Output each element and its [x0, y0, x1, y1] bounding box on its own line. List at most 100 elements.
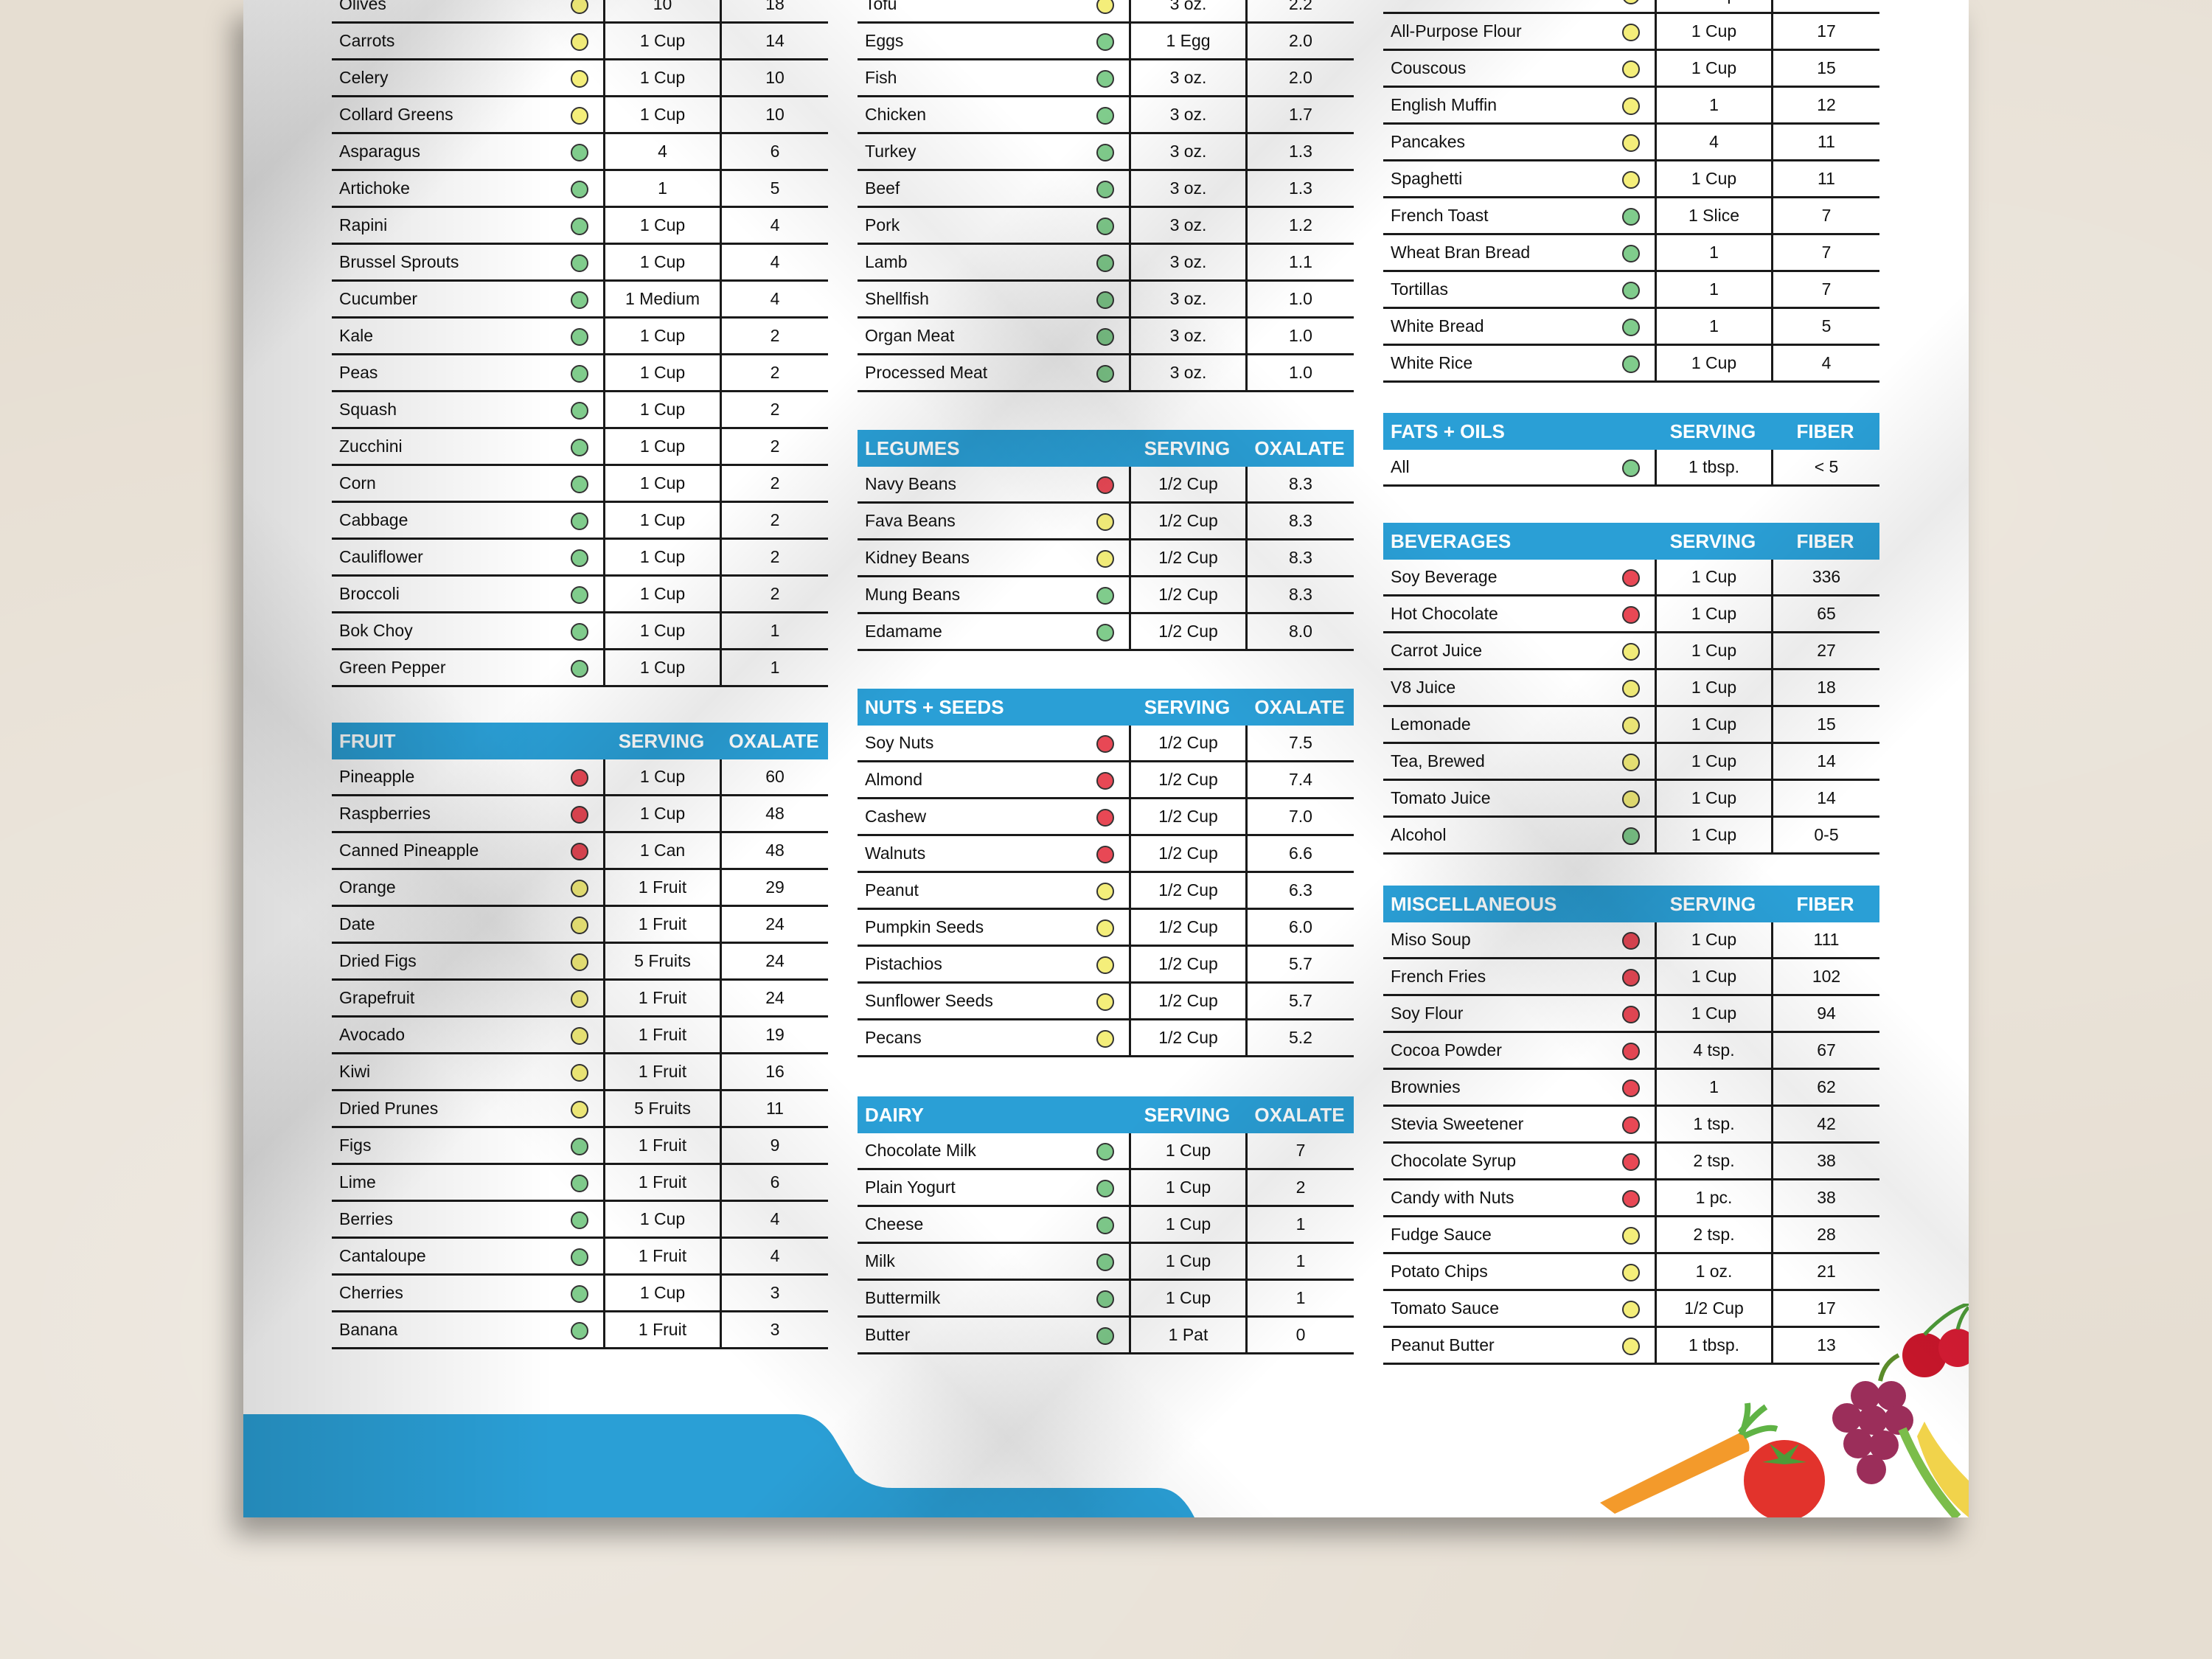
value-cell: 24 — [720, 944, 828, 978]
table-row: Fava Beans 1/2 Cup 8.3 — [858, 504, 1354, 540]
section-header: DAIRY SERVING OXALATE — [858, 1096, 1354, 1133]
table-row: Cherries 1 Cup 3 — [332, 1276, 828, 1312]
red-level-indicator — [1096, 476, 1114, 494]
table-row: All 1 tbsp. < 5 — [1383, 450, 1879, 487]
section-title: MISCELLANEOUS — [1391, 892, 1557, 915]
red-level-indicator — [1096, 846, 1114, 863]
serving-cell: 4 — [603, 134, 720, 169]
value-cell: 4 — [1771, 346, 1879, 380]
food-name-text: Raspberries — [339, 804, 431, 823]
section-header: BEVERAGES SERVING FIBER — [1383, 523, 1879, 560]
food-name: Hot Chocolate — [1383, 597, 1655, 631]
food-name-text: Candy with Nuts — [1391, 1188, 1514, 1207]
value-cell: 38 — [1771, 1144, 1879, 1178]
produce-illustration — [1600, 1304, 1969, 1517]
value-cell: 5 — [1771, 309, 1879, 344]
food-name-text: English Muffin — [1391, 95, 1498, 114]
serving-cell: 2 tsp. — [1655, 1217, 1771, 1252]
food-name-text: Mung Beans — [865, 585, 961, 604]
food-name: Orange — [332, 870, 603, 905]
table-row: Figs 1 Fruit 9 — [332, 1128, 828, 1165]
value-cell: 67 — [1771, 1033, 1879, 1068]
food-name: Canned Pineapple — [332, 833, 603, 868]
yellow-level-indicator — [1096, 919, 1114, 937]
food-name-text: Avocado — [339, 1025, 406, 1044]
table-row: Cocoa Powder 4 tsp. 67 — [1383, 1033, 1879, 1070]
food-name-text: Peas — [339, 363, 378, 382]
food-name-text: Brown Rice — [1391, 0, 1478, 4]
food-name: French Fries — [1383, 959, 1655, 994]
value-cell: < 5 — [1771, 450, 1879, 484]
table-row: Celery 1 Cup 10 — [332, 60, 828, 97]
food-name-text: Chicken — [865, 105, 927, 124]
green-level-indicator — [571, 181, 588, 198]
serving-cell: 1/2 Cup — [1129, 836, 1245, 871]
table-row: Lamb 3 oz. 1.1 — [858, 245, 1354, 282]
value-cell: 5.2 — [1245, 1020, 1354, 1055]
table-row: Spaghetti 1 Cup 11 — [1383, 161, 1879, 198]
food-name-text: Potato Chips — [1391, 1262, 1488, 1281]
serving-cell: 5 Fruits — [603, 944, 720, 978]
value-column-header: OXALATE — [1254, 437, 1345, 459]
food-name: Pancakes — [1383, 125, 1655, 159]
food-name-text: Lime — [339, 1172, 376, 1192]
food-name: Berries — [332, 1202, 603, 1237]
food-name: All-Purpose Flour — [1383, 14, 1655, 49]
table-row: Pancakes 4 11 — [1383, 125, 1879, 161]
food-name: Cherries — [332, 1276, 603, 1310]
value-cell: 15 — [1771, 707, 1879, 742]
food-name: White Rice — [1383, 346, 1655, 380]
serving-cell: 1 Fruit — [603, 1165, 720, 1200]
serving-cell: 1 Cup — [1129, 1207, 1245, 1242]
food-name: Butter — [858, 1318, 1129, 1352]
food-name: Candy with Nuts — [1383, 1180, 1655, 1215]
yellow-level-indicator — [571, 0, 588, 14]
value-cell: 2.2 — [1245, 0, 1354, 21]
value-column-header: OXALATE — [1254, 695, 1345, 718]
table-row: Pork 3 oz. 1.2 — [858, 208, 1354, 245]
value-cell: 1.1 — [1245, 245, 1354, 279]
food-name: Navy Beans — [858, 467, 1129, 501]
table-row: Beef 3 oz. 1.3 — [858, 171, 1354, 208]
serving-cell: 1/2 Cup — [1129, 910, 1245, 945]
value-cell: 6 — [720, 1165, 828, 1200]
value-cell: 62 — [1771, 1070, 1879, 1105]
food-name: Wheat Bran Bread — [1383, 235, 1655, 270]
serving-cell: 3 oz. — [1129, 134, 1245, 169]
serving-cell: 1/2 Cup — [1129, 1020, 1245, 1055]
value-cell: 29 — [720, 870, 828, 905]
value-cell: 7.5 — [1245, 726, 1354, 760]
food-name: Tofu — [858, 0, 1129, 21]
food-name-text: Kiwi — [339, 1062, 371, 1081]
food-name: Turkey — [858, 134, 1129, 169]
red-level-indicator — [1622, 1079, 1640, 1097]
food-name: Corn — [332, 466, 603, 501]
green-level-indicator — [571, 402, 588, 420]
green-level-indicator — [571, 476, 588, 493]
serving-cell: 5 Fruits — [603, 1091, 720, 1126]
food-name-text: Organ Meat — [865, 326, 955, 345]
food-name-text: Tea, Brewed — [1391, 751, 1485, 771]
value-cell: 7.0 — [1245, 799, 1354, 834]
food-name: Celery — [332, 60, 603, 95]
food-name: Squash — [332, 392, 603, 427]
serving-column-header: SERVING — [1669, 420, 1756, 442]
table-row: French Fries 1 Cup 102 — [1383, 959, 1879, 996]
red-level-indicator — [1622, 932, 1640, 950]
food-name-text: Pumpkin Seeds — [865, 917, 984, 936]
table-row: Lime 1 Fruit 6 — [332, 1165, 828, 1202]
food-name: Pistachios — [858, 947, 1129, 981]
value-cell: 2 — [720, 355, 828, 390]
green-level-indicator — [571, 1175, 588, 1192]
food-name: Pork — [858, 208, 1129, 243]
food-name-text: Butter — [865, 1325, 911, 1344]
food-name-text: Soy Flour — [1391, 1004, 1464, 1023]
food-name: Artichoke — [332, 171, 603, 206]
food-name-text: Corn — [339, 473, 376, 493]
food-name: Couscous — [1383, 51, 1655, 86]
green-level-indicator — [571, 328, 588, 346]
table-row: Fish 3 oz. 2.0 — [858, 60, 1354, 97]
value-cell: 10 — [720, 60, 828, 95]
table-row: Mung Beans 1/2 Cup 8.3 — [858, 577, 1354, 614]
serving-cell: 1 oz. — [1655, 1254, 1771, 1289]
